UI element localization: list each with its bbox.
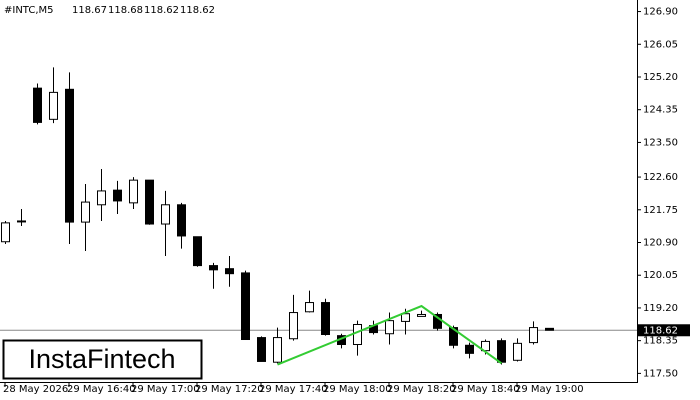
candle-body xyxy=(273,337,282,363)
candle-body xyxy=(129,179,138,204)
candle-body xyxy=(1,222,10,243)
y-tick-label: 117.50 xyxy=(643,368,678,379)
candle-body xyxy=(161,204,170,225)
candle-body xyxy=(353,323,362,346)
y-tick-label: 120.05 xyxy=(643,270,678,281)
price-label: 118.62 xyxy=(643,325,678,336)
y-tick-label: 120.90 xyxy=(643,238,678,249)
candle-body xyxy=(17,220,26,223)
y-tick-label: 118.35 xyxy=(643,336,678,347)
candle-body xyxy=(81,201,90,223)
x-tick-label: 29 May 18:20 xyxy=(387,384,456,395)
candle-body xyxy=(209,265,218,271)
x-tick-label: 28 May 2026 xyxy=(3,384,68,395)
x-tick-label: 29 May 18:00 xyxy=(323,384,392,395)
y-tick-label: 126.05 xyxy=(643,39,678,50)
candle-body xyxy=(177,204,186,237)
candle-body xyxy=(385,320,394,335)
candle-body xyxy=(449,327,458,346)
y-tick-label: 124.35 xyxy=(643,105,678,116)
y-tick-label: 122.60 xyxy=(643,172,678,183)
symbol: #INTC,M5 xyxy=(4,5,53,16)
candle-body xyxy=(465,344,474,354)
candle-body xyxy=(225,268,234,275)
header-open: 118.67 xyxy=(72,5,107,16)
header-high: 118.68 xyxy=(108,5,143,16)
candle-body xyxy=(305,302,314,313)
candle-body xyxy=(481,340,490,352)
x-tick-label: 29 May 17:40 xyxy=(259,384,328,395)
y-tick-label: 121.75 xyxy=(643,205,678,216)
candle-body xyxy=(513,342,522,361)
x-tick-label: 29 May 19:00 xyxy=(515,384,584,395)
candle-body xyxy=(289,312,298,340)
header-close: 118.62 xyxy=(180,5,215,16)
x-tick-label: 29 May 16:40 xyxy=(67,384,136,395)
y-tick-label: 125.20 xyxy=(643,72,678,83)
candle-body xyxy=(497,340,506,363)
x-tick-label: 29 May 18:40 xyxy=(451,384,520,395)
x-tick-label: 29 May 17:00 xyxy=(131,384,200,395)
header: #INTC,M5 118.67 118.68 118.62 118.62 xyxy=(4,5,215,16)
candle-body xyxy=(529,327,538,344)
y-tick-label: 119.20 xyxy=(643,303,678,314)
candle-body xyxy=(321,302,330,335)
candle-body xyxy=(401,313,410,322)
candle-body xyxy=(545,327,554,331)
candle-body xyxy=(65,88,74,223)
y-tick-label: 123.50 xyxy=(643,137,678,148)
candle-body xyxy=(113,189,122,202)
pattern-line xyxy=(277,304,503,366)
candle-body xyxy=(257,337,266,362)
logo-box xyxy=(2,339,203,380)
x-tick-label: 29 May 17:20 xyxy=(195,384,264,395)
candle-body xyxy=(193,236,202,267)
price-label-box xyxy=(638,324,690,337)
logo: InstaFintech xyxy=(28,344,175,374)
candle-body xyxy=(145,179,154,225)
y-tick-label: 126.90 xyxy=(643,7,678,18)
candle-body xyxy=(97,190,106,206)
candle-body xyxy=(49,91,58,120)
candle-body xyxy=(33,87,42,123)
candle-body xyxy=(417,313,426,317)
header-low: 118.62 xyxy=(144,5,179,16)
candle-body xyxy=(241,272,250,341)
